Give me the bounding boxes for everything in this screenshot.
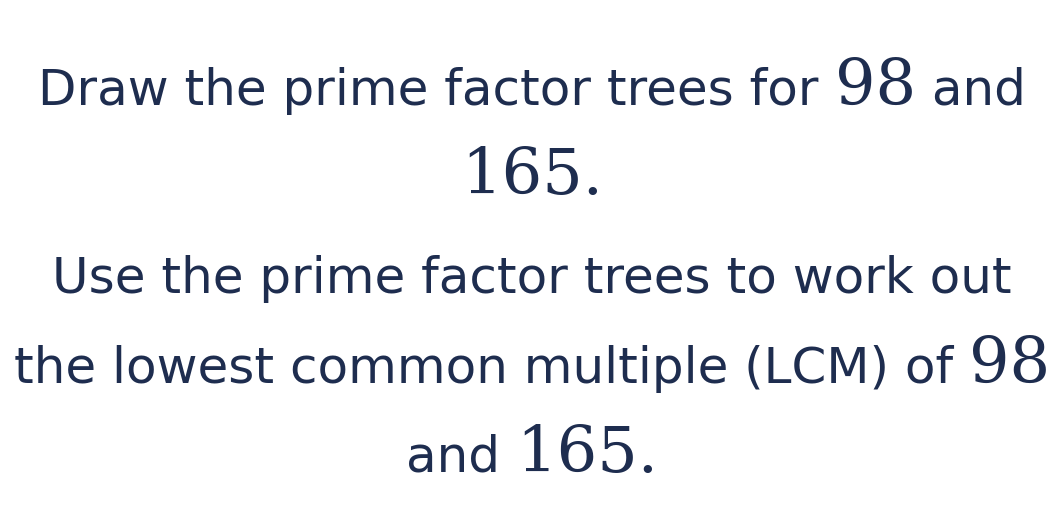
Text: and: and [916,67,1026,115]
Text: and: and [406,433,516,482]
Text: Draw the prime factor trees for: Draw the prime factor trees for [38,67,834,115]
Text: Use the prime factor trees to work out: Use the prime factor trees to work out [52,255,1012,303]
Text: 98: 98 [969,334,1050,396]
Text: 165.: 165. [461,146,603,207]
Text: the lowest common multiple (LCM) of: the lowest common multiple (LCM) of [14,344,969,392]
Text: 98: 98 [834,57,916,118]
Text: 165.: 165. [516,423,658,485]
